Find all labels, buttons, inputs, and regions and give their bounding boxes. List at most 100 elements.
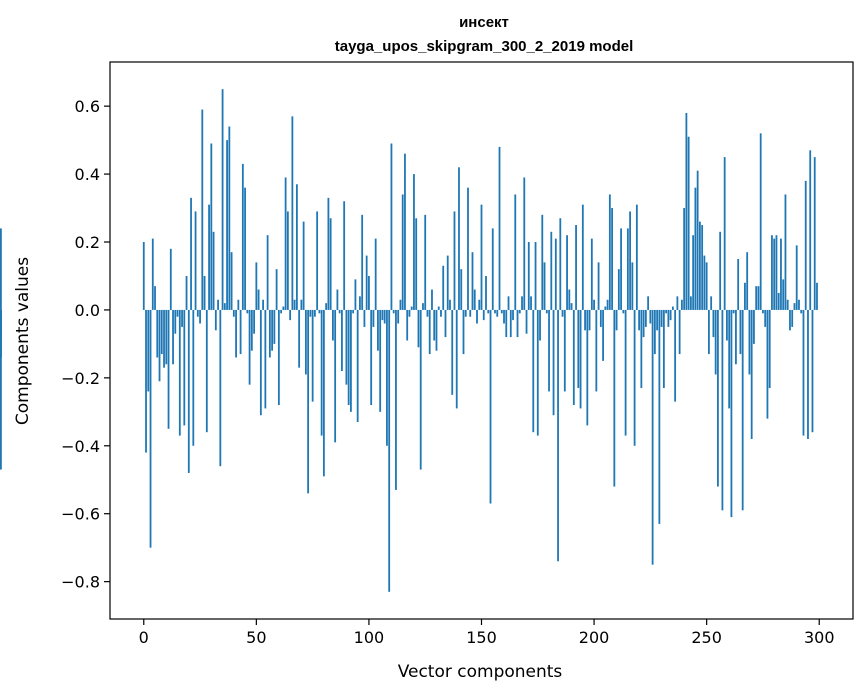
bar-177: [541, 214, 544, 310]
bar-32: [214, 309, 217, 331]
bar-230: [660, 309, 663, 327]
bar-60: [277, 309, 280, 406]
bar-135: [446, 255, 449, 310]
chart-title: инсект: [459, 14, 509, 31]
bar-236: [674, 309, 677, 402]
bar-12: [169, 248, 172, 310]
y-axis-label: Components values: [13, 257, 33, 425]
bar-29: [208, 204, 210, 310]
bar-undefined: [0, 309, 2, 358]
y-tick-label: −0.2: [61, 369, 100, 388]
bar-147: [473, 289, 476, 310]
bar-239: [680, 299, 683, 310]
bar-70: [300, 299, 303, 310]
x-axis: 0 50 100 150 200 250 300: [139, 619, 835, 647]
bar-292: [800, 309, 803, 314]
bar-260: [728, 309, 731, 409]
bar-202: [597, 262, 600, 310]
bar-56: [268, 309, 271, 358]
bar-141: [460, 269, 463, 310]
bar-248: [701, 225, 704, 310]
bar-30: [210, 143, 213, 310]
bar-277: [766, 309, 769, 419]
bar-58: [273, 309, 276, 344]
bar-49: [253, 309, 255, 334]
bar-105: [379, 309, 382, 412]
bar-184: [557, 309, 559, 562]
bar-183: [554, 238, 557, 310]
bar-50: [255, 262, 258, 310]
bar-216: [629, 211, 631, 310]
bar-290: [795, 245, 798, 310]
bar-197: [586, 309, 589, 426]
bar-225: [649, 309, 652, 324]
bar-46: [246, 309, 249, 314]
bar-185: [559, 218, 562, 310]
bar-23: [194, 211, 197, 310]
bar-182: [552, 309, 555, 416]
bar-203: [599, 309, 602, 327]
bar-109: [388, 309, 391, 592]
bar-174: [534, 242, 537, 310]
bar-53: [262, 299, 264, 310]
bar-17: [181, 309, 183, 327]
bar-45: [244, 187, 246, 310]
bar-108: [386, 309, 388, 446]
bar-155: [491, 228, 494, 310]
bar-97: [361, 214, 364, 310]
bar-220: [638, 309, 641, 331]
bar-115: [401, 194, 404, 310]
bar-77: [316, 211, 319, 310]
bar-256: [719, 231, 722, 310]
bar-128: [431, 289, 433, 310]
bar-175: [536, 309, 539, 436]
bar-234: [669, 309, 672, 321]
bar-38: [228, 126, 231, 310]
y-axis: −0.8 −0.6 −0.4 −0.2 0.0 0.2 0.4 0.6: [61, 97, 110, 592]
bar-42: [237, 299, 240, 310]
bar-150: [480, 204, 483, 310]
bar-209: [613, 309, 616, 487]
bar-238: [678, 309, 681, 355]
bar-206: [606, 299, 609, 310]
bar-178: [543, 262, 546, 310]
x-tick-label: 300: [804, 628, 835, 647]
bar-205: [604, 306, 607, 310]
x-tick-label: 150: [466, 628, 497, 647]
bar-31: [212, 231, 215, 310]
bar-33: [217, 299, 219, 310]
bar-262: [732, 309, 735, 314]
bar-84: [332, 309, 334, 341]
bar-226: [651, 309, 654, 565]
bar-114: [399, 299, 402, 310]
bar-undefined: [0, 228, 2, 310]
bar-111: [392, 309, 395, 314]
bar-207: [608, 194, 611, 310]
bar-43: [239, 309, 242, 355]
bar-278: [768, 309, 771, 389]
bar-285: [784, 194, 787, 310]
bar-117: [406, 309, 409, 341]
bar-268: [746, 252, 749, 310]
bar-101: [370, 309, 373, 406]
y-tick-label: 0.0: [75, 301, 100, 320]
bar-93: [352, 309, 355, 314]
bar-213: [622, 309, 625, 314]
bar-167: [518, 309, 521, 314]
bar-157: [496, 309, 499, 317]
y-tick-label: 0.4: [75, 165, 100, 184]
bar-138: [453, 211, 456, 310]
bar-190: [570, 303, 573, 310]
bar-163: [509, 309, 512, 338]
bar-99: [365, 255, 368, 310]
bar-61: [280, 309, 283, 314]
bar-6: [156, 309, 159, 358]
bar-11: [167, 309, 170, 429]
bar-15: [176, 309, 179, 317]
bar-240: [683, 208, 686, 310]
bar-298: [813, 157, 816, 310]
bar-1: [145, 309, 147, 453]
bar-297: [811, 309, 814, 433]
bar-90: [345, 309, 348, 385]
bar-259: [726, 309, 728, 341]
